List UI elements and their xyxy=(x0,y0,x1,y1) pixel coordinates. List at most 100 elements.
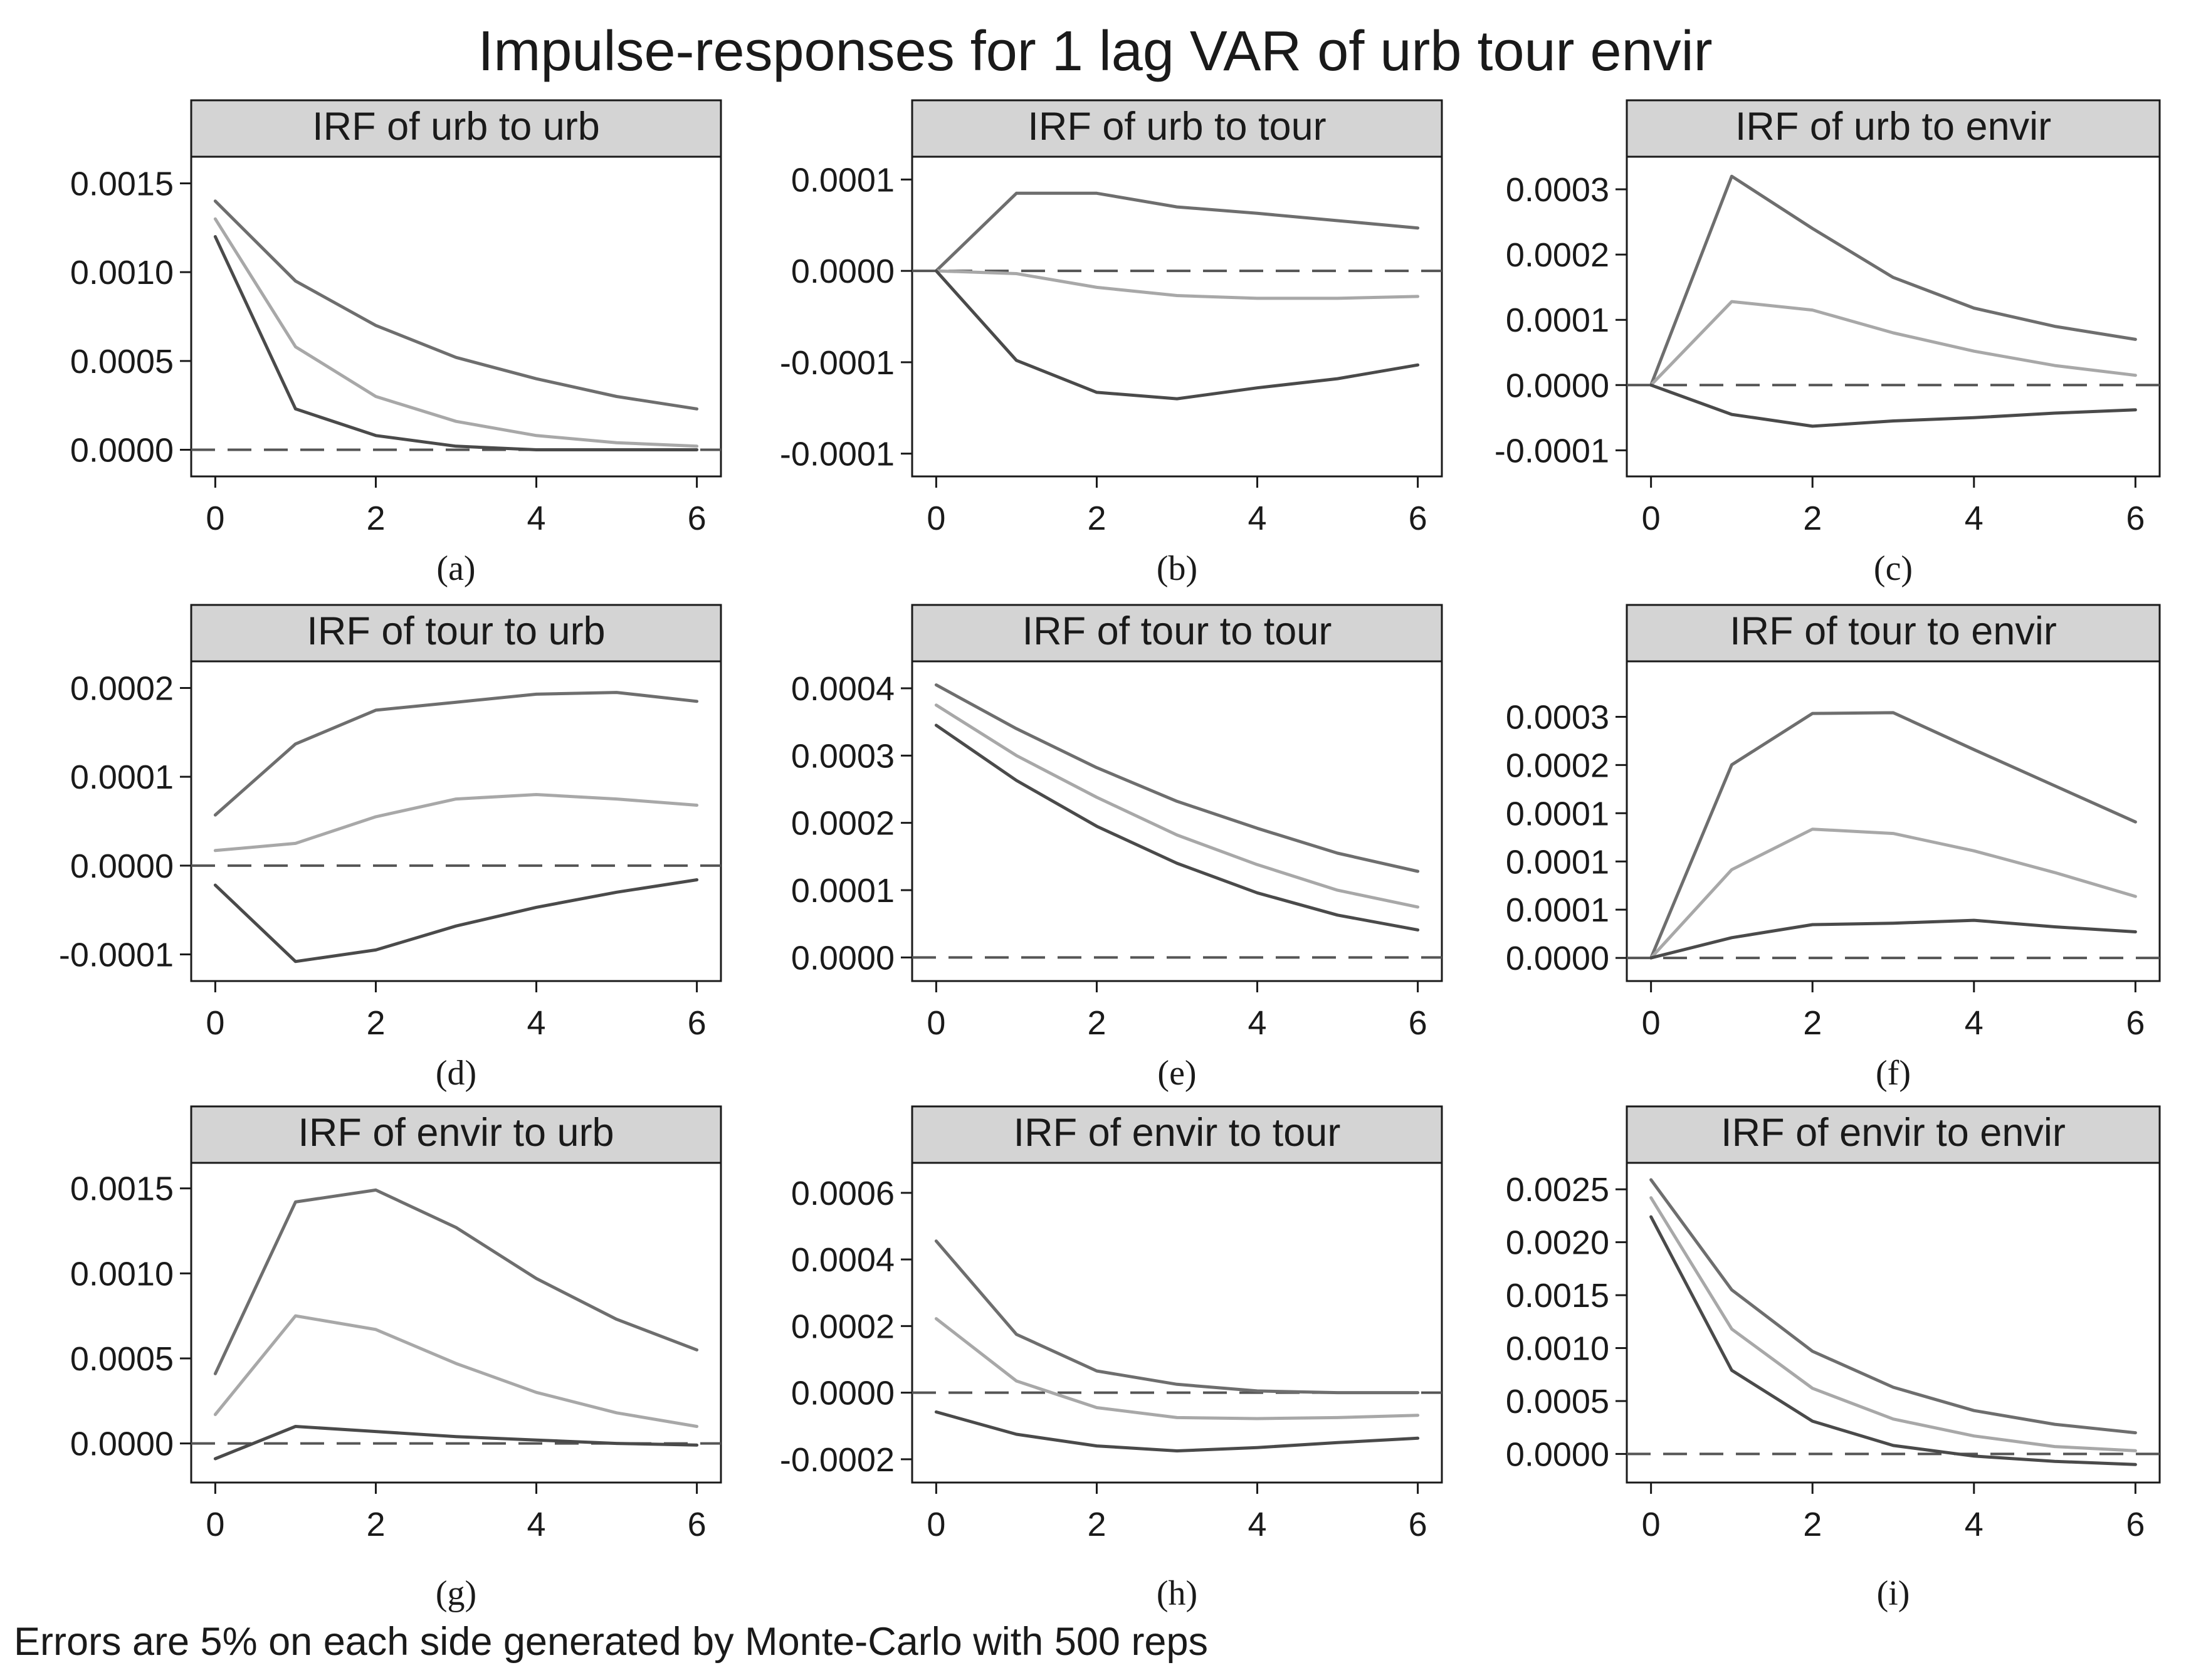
y-tick-label: 0.0005 xyxy=(70,1340,174,1378)
panel-irf-of-urb-to-urb: IRF of urb to urb 0.0000 0.0005 0.0010 0.001… xyxy=(70,99,722,588)
x-tick-label: 2 xyxy=(366,1506,385,1543)
series-lower-line xyxy=(213,235,699,451)
x-tick-label: 6 xyxy=(688,1506,707,1543)
figure-note: Errors are 5% on each side generated by … xyxy=(14,1620,1208,1664)
y-tick-label: -0.0001 xyxy=(780,344,895,382)
panel-label: (d) xyxy=(436,1054,476,1093)
series-irf-line xyxy=(213,217,699,448)
series-upper-line xyxy=(934,191,1420,273)
x-tick-label: 0 xyxy=(206,1004,224,1042)
y-tick-label: 0.0010 xyxy=(70,1255,174,1293)
series-lower-line xyxy=(1649,1215,2137,1466)
x-tick-label: 0 xyxy=(927,1506,945,1543)
y-tick-label: 0.0010 xyxy=(70,254,174,291)
panel-irf-of-urb-to-envir: IRF of urb to envir -0.0001 0.0000 0.0001 0.… xyxy=(1495,99,2161,588)
y-tick-label: 0.0004 xyxy=(791,1241,895,1279)
x-tick-label: 6 xyxy=(1409,500,1427,537)
panel-irf-of-tour-to-urb: IRF of tour to urb -0.0001 0.0000 0.0001 0.0… xyxy=(59,604,722,1093)
panel-label: (c) xyxy=(1874,549,1913,588)
x-tick-label: 2 xyxy=(1087,500,1106,537)
x-tick-label: 4 xyxy=(1965,500,1983,537)
y-tick-label: 0.0000 xyxy=(1506,1436,1609,1473)
panel-irf-of-envir-to-tour: IRF of envir to tour -0.0002 0.0000 0.0002 0… xyxy=(780,1105,1443,1613)
panel-irf-of-envir-to-envir: IRF of envir to envir 0.0000 0.0005 0.0010 0… xyxy=(1506,1105,2161,1613)
panel-title: IRF of tour to tour xyxy=(1022,609,1332,653)
series-upper-line xyxy=(1649,174,2137,387)
y-tick-label: 0.0002 xyxy=(791,1308,895,1345)
y-tick-label: 0.0001 xyxy=(1506,795,1609,832)
y-tick-label: 0.0015 xyxy=(1506,1277,1609,1315)
series-lower-line xyxy=(934,269,1420,401)
series-upper-line xyxy=(934,1239,1420,1395)
panel-irf-of-urb-to-tour: IRF of urb to tour -0.0001 -0.0001 0.0000 0.… xyxy=(780,99,1443,588)
plot-frame xyxy=(190,1162,722,1484)
x-tick-label: 0 xyxy=(927,1004,945,1042)
x-tick-label: 6 xyxy=(2126,500,2145,537)
plot-frame xyxy=(1626,1162,2161,1484)
x-tick-label: 4 xyxy=(527,500,546,537)
panel-header xyxy=(911,99,1443,158)
y-tick-label: 0.0001 xyxy=(70,759,174,796)
series-lower-line xyxy=(1649,918,2137,960)
panel-irf-of-tour-to-tour: IRF of tour to tour 0.0000 0.0001 0.0002 0.0… xyxy=(791,604,1443,1093)
plot-frame xyxy=(1626,155,2161,478)
panel-grid: IRF of urb to urb 0.0000 0.0005 0.0010 0.001… xyxy=(59,99,2161,1613)
series-irf-line xyxy=(934,269,1420,300)
panel-title: IRF of urb to tour xyxy=(1027,105,1326,149)
series-irf-line xyxy=(934,1317,1420,1420)
panel-title: IRF of tour to urb xyxy=(307,609,605,653)
x-tick-label: 2 xyxy=(366,500,385,537)
figure-title: Impulse-responses for 1 lag VAR of urb t… xyxy=(478,20,1712,83)
x-tick-label: 6 xyxy=(1409,1506,1427,1543)
plot-frame xyxy=(190,155,722,478)
y-tick-label: 0.0005 xyxy=(70,343,174,381)
panel-label: (f) xyxy=(1876,1054,1911,1093)
y-tick-label: 0.0002 xyxy=(1506,747,1609,784)
y-tick-label: 0.0001 xyxy=(791,872,895,910)
x-tick-label: 6 xyxy=(688,1004,707,1042)
series-upper-line xyxy=(213,199,699,411)
x-tick-label: 0 xyxy=(1642,500,1661,537)
panel-label: (g) xyxy=(436,1574,476,1613)
y-tick-label: 0.0004 xyxy=(791,670,895,708)
x-tick-label: 2 xyxy=(1087,1506,1106,1543)
x-tick-label: 0 xyxy=(927,500,945,537)
x-tick-label: 4 xyxy=(527,1506,546,1543)
panel-header xyxy=(190,99,722,158)
y-tick-label: 0.0000 xyxy=(1506,367,1609,404)
x-tick-label: 0 xyxy=(206,1506,224,1543)
series-irf-line xyxy=(1649,827,2137,960)
panel-label: (b) xyxy=(1157,549,1197,588)
series-upper-line xyxy=(1649,1178,2137,1435)
y-tick-label: -0.0001 xyxy=(59,937,174,974)
panel-title: IRF of envir to envir xyxy=(1721,1111,2066,1155)
panel-label: (e) xyxy=(1157,1054,1196,1093)
series-irf-line xyxy=(213,793,699,853)
panel-title: IRF of urb to urb xyxy=(312,105,600,149)
y-tick-label: 0.0000 xyxy=(1506,940,1609,977)
y-tick-label: 0.0005 xyxy=(1506,1383,1609,1420)
panel-title: IRF of envir to tour xyxy=(1014,1111,1341,1155)
plot-frame xyxy=(911,660,1443,982)
series-irf-line xyxy=(1649,1196,2137,1452)
y-tick-label: 0.0000 xyxy=(70,848,174,885)
y-tick-label: 0.0020 xyxy=(1506,1224,1609,1262)
x-tick-label: 6 xyxy=(688,500,707,537)
series-lower-line xyxy=(213,878,699,963)
x-tick-label: 4 xyxy=(1248,1506,1267,1543)
y-tick-label: 0.0000 xyxy=(70,432,174,470)
x-tick-label: 4 xyxy=(1248,500,1267,537)
x-tick-label: 2 xyxy=(1087,1004,1106,1042)
panel-title: IRF of envir to urb xyxy=(298,1111,614,1155)
x-tick-label: 0 xyxy=(1642,1004,1661,1042)
y-tick-label: 0.0003 xyxy=(791,737,895,775)
series-irf-line xyxy=(934,703,1420,909)
x-tick-label: 0 xyxy=(206,500,224,537)
y-tick-label: 0.0000 xyxy=(70,1425,174,1463)
series-irf-line xyxy=(1649,300,2137,387)
y-tick-label: 0.0010 xyxy=(1506,1330,1609,1368)
x-tick-label: 2 xyxy=(1803,500,1822,537)
x-tick-label: 6 xyxy=(2126,1506,2145,1543)
y-tick-label: 0.0002 xyxy=(791,805,895,843)
